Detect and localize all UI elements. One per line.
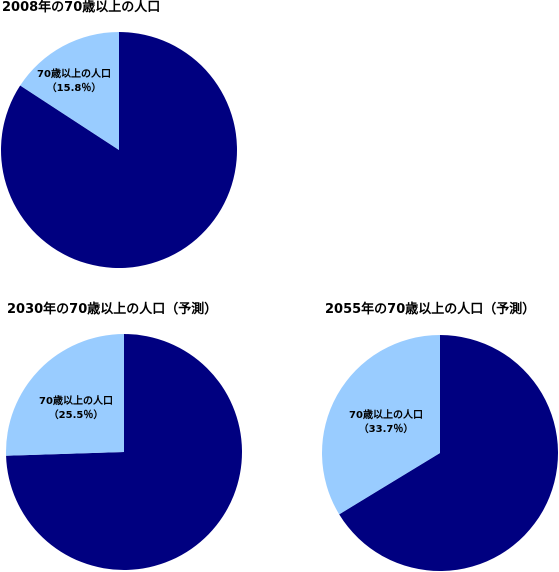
slice-label-value: （25.5％） [49,408,104,421]
pie-slice-remaining [339,335,559,571]
pie-slice-age-70-plus [6,334,125,456]
pie-slice-remaining [6,333,243,570]
chart-title-2030: 2030年の70歳以上の人口（予測） [7,302,218,317]
slice-label-name: 70歳以上の人口 [39,394,113,407]
chart-title-2055: 2055年の70歳以上の人口（予測） [325,302,536,317]
pie-slice-remaining [1,32,238,268]
slice-label-name: 70歳以上の人口 [37,67,111,80]
slice-label-value: （33.7％） [359,422,414,435]
pie-slice-age-70-plus [322,335,440,515]
chart-title-2008: 2008年の70歳以上の人口 [2,0,161,15]
slice-label-value: （15.8％） [47,81,102,94]
slice-label-name: 70歳以上の人口 [349,408,423,421]
pie-slice-age-70-plus [20,32,120,150]
